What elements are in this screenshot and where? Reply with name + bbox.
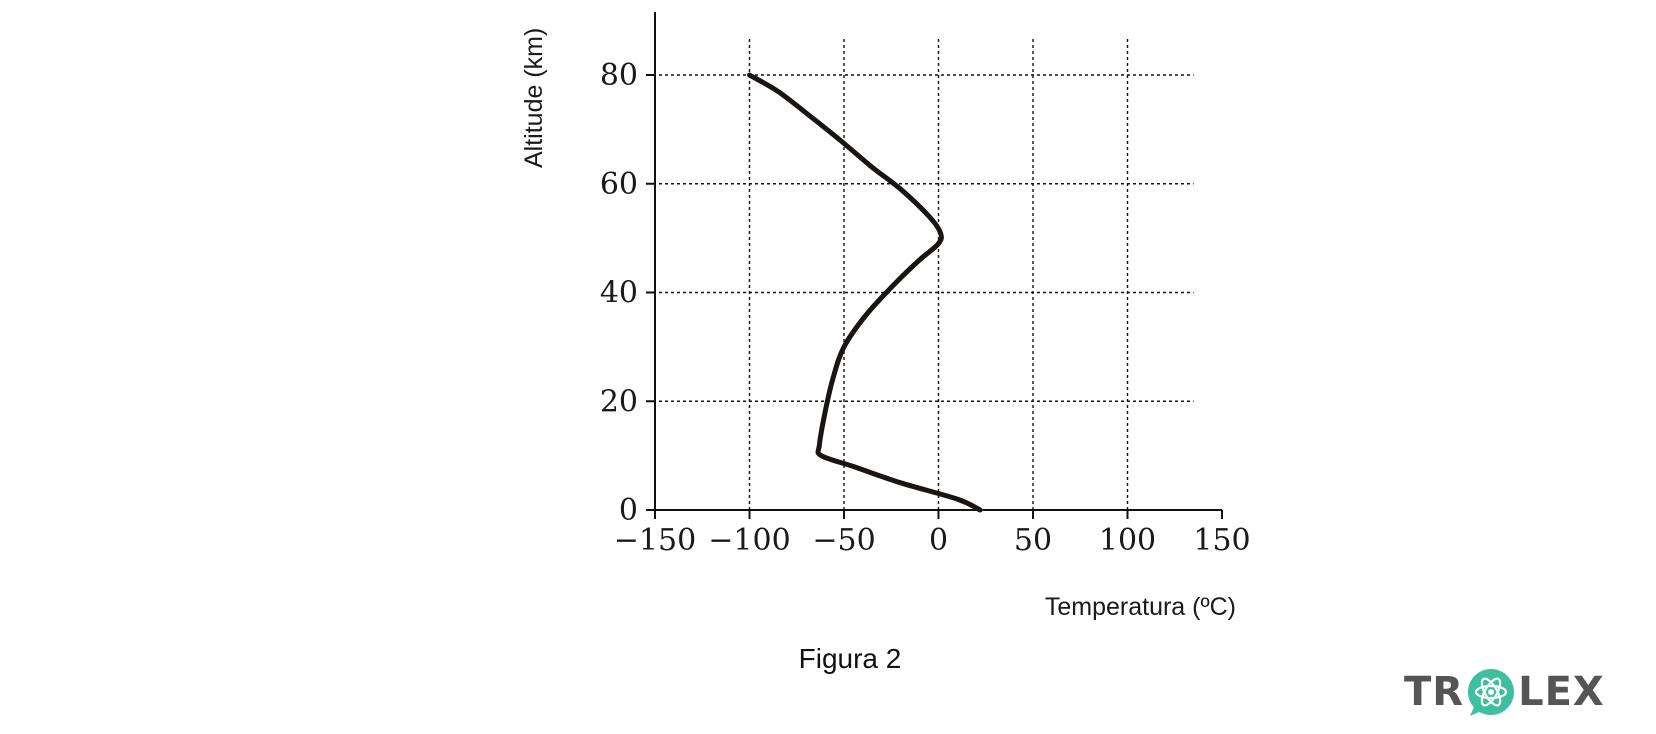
x-tick-label: 0 [929,523,948,558]
x-axis-label: Temperatura (ºC) [1045,593,1236,621]
x-tick-label: −150 [614,523,696,558]
atom-icon [1468,669,1515,716]
logo-text-right: LEX [1518,669,1605,715]
x-tick-label: −50 [812,523,875,558]
temperature-curve [747,72,983,513]
x-tick-label: −100 [708,523,790,558]
y-tick-label: 60 [600,167,638,202]
y-tick-label: 20 [600,384,638,419]
x-tick-label: 50 [1014,523,1052,558]
y-tick-label: 80 [600,58,638,93]
ticks: −150 −100 −50 0 50 100 150 0 20 40 60 80 [600,58,1251,558]
y-tick-label: 0 [619,493,638,528]
figure-caption: Figura 2 [798,643,902,674]
brand-logo: TR LEX [1404,664,1605,720]
grid [647,36,1194,510]
x-tick-label: 100 [1099,523,1156,558]
y-tick-label: 40 [600,276,638,311]
logo-text-left: TR [1404,669,1465,715]
series [747,72,983,513]
x-tick-label: 150 [1193,523,1250,558]
y-axis-label: Altitude (km) [520,28,548,168]
